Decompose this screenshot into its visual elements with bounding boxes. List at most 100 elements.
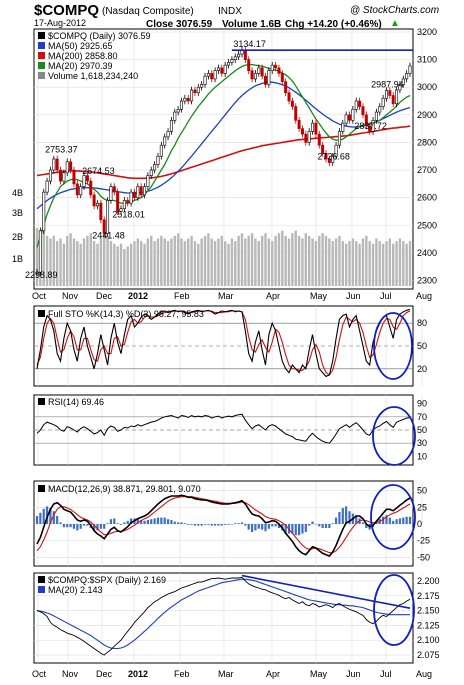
- volume-bar: [187, 238, 190, 286]
- candle-body: [314, 122, 318, 135]
- volume-bar: [271, 241, 274, 286]
- candle-body: [311, 122, 315, 132]
- legend-swatch: [38, 72, 45, 79]
- macd-histogram-bar: [348, 511, 351, 524]
- volume-bar: [267, 238, 271, 286]
- candle-body: [95, 202, 99, 207]
- legend-label: MACD(12,26,9) 38.871, 29.801, 9.070: [48, 484, 201, 494]
- candle-body: [159, 144, 163, 157]
- macd-histogram-bar: [113, 518, 116, 524]
- macd-histogram-bar: [52, 511, 55, 524]
- highlight-ellipse: [370, 484, 416, 550]
- volume-bar: [66, 235, 69, 286]
- volume-bar: [190, 235, 193, 286]
- rsi-tick-label: 10: [417, 451, 427, 461]
- candle-body: [247, 59, 251, 71]
- candle-body: [220, 67, 224, 74]
- macd-histogram-bar: [93, 524, 96, 531]
- volume-bar: [166, 241, 170, 286]
- volume-bar: [281, 230, 284, 286]
- x-tick-label-bottom: May: [310, 669, 328, 679]
- candle-body: [264, 75, 268, 85]
- macd-histogram-bar: [324, 524, 328, 528]
- volume-tick-label: 1B: [12, 254, 23, 264]
- volume-bar: [294, 230, 297, 286]
- volume-bar: [99, 238, 103, 286]
- macd-histogram-bar: [341, 508, 344, 524]
- candle-body: [368, 125, 372, 132]
- candle-body: [62, 172, 66, 182]
- ratio-tick-label: 2.125: [417, 620, 440, 630]
- candle-body: [317, 133, 321, 146]
- legend-label: Full STO %K(14,3) %D(3) 98.27, 95.83: [48, 309, 204, 319]
- macd-histogram-bar: [129, 518, 133, 524]
- volume-bar: [170, 238, 173, 286]
- volume-bar: [109, 241, 113, 286]
- watermark: @ StockCharts.com: [350, 5, 439, 16]
- macd-histogram-bar: [308, 524, 311, 526]
- macd-histogram-bar: [146, 520, 149, 524]
- rsi-tick-label: 90: [417, 399, 427, 409]
- macd-histogram-bar: [210, 524, 213, 526]
- candle-body: [364, 114, 368, 127]
- volume-bar: [371, 243, 375, 286]
- volume-bar: [150, 235, 153, 286]
- volume-bar: [264, 233, 267, 286]
- volume-bar: [197, 243, 200, 286]
- macd-histogram-bar: [76, 524, 79, 531]
- price-annotation: 2987.94: [371, 80, 404, 90]
- macd-histogram-bar: [314, 524, 318, 525]
- volume-bar: [314, 241, 318, 286]
- macd-tick-label: 25: [417, 502, 427, 512]
- macd-histogram-bar: [382, 516, 385, 524]
- macd-histogram-bar: [183, 523, 186, 524]
- volume-bar: [237, 235, 240, 286]
- x-tick-label-bottom: 2012: [128, 669, 148, 679]
- candle-body: [196, 86, 200, 94]
- volume-bar: [388, 238, 392, 286]
- candle-body: [75, 183, 79, 196]
- volume-bar: [318, 235, 321, 286]
- price-series: [35, 46, 413, 276]
- candle-body: [45, 180, 49, 193]
- volume-bar: [213, 241, 217, 286]
- candle-body: [42, 191, 46, 232]
- price-annotation: 2753.37: [45, 144, 78, 154]
- legend-swatch: [38, 398, 45, 405]
- price-annotation: 2518.01: [112, 209, 145, 219]
- volume-bar: [129, 243, 133, 286]
- macd-histogram-bar: [408, 516, 412, 524]
- macd-histogram-bar: [106, 523, 109, 524]
- candle-body: [331, 155, 335, 163]
- candle-body: [324, 153, 328, 160]
- volume-bar: [223, 241, 227, 286]
- macd-histogram-bar: [274, 524, 277, 527]
- x-tick-label: Aug: [416, 291, 432, 301]
- volume-bar: [180, 238, 183, 286]
- volume-bar: [200, 238, 203, 286]
- candle-body: [270, 64, 274, 71]
- volume-bar: [55, 241, 59, 286]
- macd-histogram-bar: [207, 524, 210, 525]
- x-tick-label: Dec: [96, 291, 113, 301]
- volume-bar: [234, 241, 237, 286]
- macd-histogram-bar: [217, 524, 220, 526]
- macd-histogram-bar: [355, 515, 358, 524]
- macd-histogram-bar: [334, 517, 338, 524]
- volume-bar: [378, 241, 381, 286]
- macd-histogram-bar: [294, 524, 297, 536]
- volume-bar: [133, 241, 136, 286]
- volume-bar: [348, 241, 351, 286]
- volume-bar: [103, 230, 106, 286]
- x-tick-label: May: [310, 291, 328, 301]
- volume-bar: [220, 235, 224, 286]
- volume-bar: [86, 235, 89, 286]
- volume-bar: [156, 238, 160, 286]
- price-tick-label: 2900: [417, 110, 437, 120]
- x-tick-label-bottom: Feb: [174, 669, 190, 679]
- volume-bar: [49, 238, 52, 286]
- macd-histogram-bar: [224, 524, 227, 525]
- candle-body: [190, 89, 194, 102]
- macd-histogram-bar: [116, 523, 119, 524]
- candle-body: [163, 136, 167, 146]
